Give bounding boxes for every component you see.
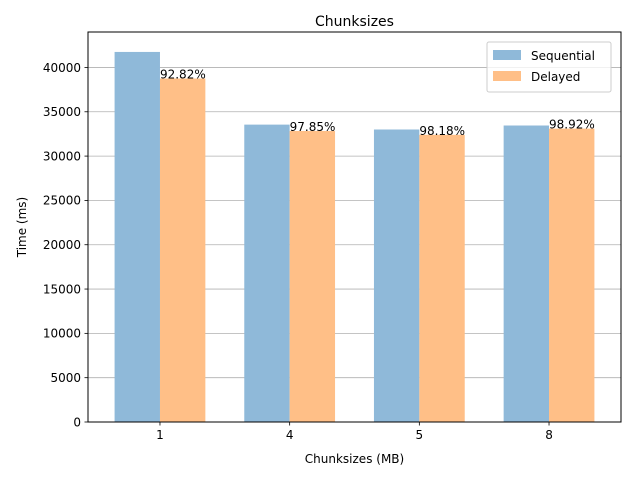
bar-delayed-8 (549, 128, 595, 422)
y-tick-label: 30000 (43, 149, 81, 163)
legend-swatch-delayed (493, 71, 521, 81)
bar-labels: 92.82% 97.85% 98.18% 98.92% (160, 68, 595, 138)
y-axis-label: Time (ms) (15, 197, 29, 259)
bar-delayed-5 (419, 134, 465, 422)
x-tick-label: 1 (156, 428, 164, 442)
x-tick-label: 4 (286, 428, 294, 442)
legend-label-sequential: Sequential (531, 49, 595, 63)
y-tick-label: 0 (73, 415, 81, 429)
legend-label-delayed: Delayed (531, 70, 580, 84)
x-axis-label: Chunksizes (MB) (305, 452, 404, 466)
bar-sequential-8 (503, 125, 550, 423)
legend: Sequential Delayed (486, 41, 612, 93)
plot-frame (87, 31, 622, 423)
chart-title: Chunksizes (315, 14, 394, 30)
bar-sequential-5 (373, 129, 420, 422)
bar-percentage-label: 97.85% (290, 120, 336, 134)
bars (114, 51, 595, 423)
legend-swatch-sequential (493, 50, 521, 60)
bar-percentage-label: 92.82% (160, 68, 206, 82)
bar-delayed-4 (289, 131, 336, 422)
y-tick-label: 40000 (43, 61, 81, 75)
y-tick-label: 5000 (50, 371, 81, 385)
bar-percentage-label: 98.18% (419, 124, 465, 138)
y-tick-label: 25000 (43, 194, 81, 208)
x-tick-label: 8 (545, 428, 553, 442)
bar-percentage-label: 98.92% (549, 118, 595, 132)
bar-sequential-1 (114, 51, 160, 423)
axis-ticks: 0 5000 10000 15000 20000 25000 30000 35000 40000… (43, 61, 553, 442)
y-tick-label: 35000 (43, 105, 81, 119)
y-tick-label: 20000 (43, 238, 81, 252)
bar-delayed-1 (159, 78, 206, 422)
y-tick-label: 10000 (43, 327, 81, 341)
bar-sequential-4 (244, 124, 290, 422)
x-tick-label: 5 (416, 428, 424, 442)
y-tick-label: 15000 (43, 282, 81, 296)
